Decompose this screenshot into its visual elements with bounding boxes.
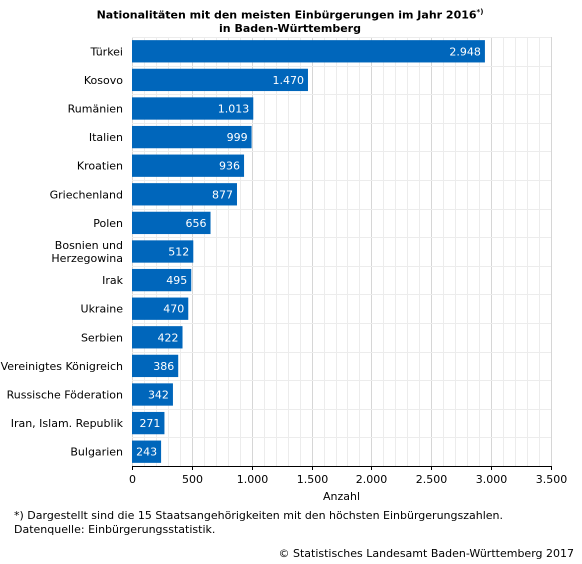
data-label: 1.013 <box>218 103 250 116</box>
bar <box>132 297 189 320</box>
data-label: 936 <box>219 160 240 173</box>
category-label: Ukraine <box>81 303 124 316</box>
category-label: Italien <box>89 131 123 144</box>
x-tick-label: 2.000 <box>356 473 388 486</box>
copyright: © Statistisches Landesamt Baden-Württemb… <box>278 547 574 560</box>
x-tick-label: 1.000 <box>237 473 269 486</box>
category-label: Rumänien <box>68 103 123 116</box>
x-tick-label: 1.500 <box>297 473 329 486</box>
bar <box>132 354 179 378</box>
footnote: *) Dargestellt sind die 15 Staatsangehör… <box>14 509 503 537</box>
data-label: 2.948 <box>449 45 481 58</box>
x-tick-label: 3.000 <box>476 473 508 486</box>
data-label: 342 <box>148 389 169 402</box>
bar <box>132 383 173 406</box>
data-label: 1.470 <box>272 74 304 87</box>
bar <box>132 240 194 263</box>
category-label: Serbien <box>81 331 123 344</box>
x-tick-label: 500 <box>182 473 203 486</box>
bar-chart: 2.948 Türkei 1.470 Kosovo 1.013 Rumänien 999 It… <box>1 37 568 503</box>
title-line-1: Nationalitäten mit den meisten Einbürger… <box>96 8 477 22</box>
data-label: 243 <box>136 446 157 459</box>
bar <box>132 40 485 63</box>
x-tick-label: 2.500 <box>416 473 448 486</box>
footnote-line-2: Datenquelle: Einbürgerungsstatistik. <box>14 523 216 536</box>
data-label: 656 <box>186 217 207 230</box>
data-label: 877 <box>212 188 233 201</box>
bar <box>132 326 183 349</box>
data-label: 271 <box>139 417 160 430</box>
bar <box>132 268 192 292</box>
bar <box>132 68 308 92</box>
chart-title: Nationalitäten mit den meisten Einbürger… <box>90 6 490 35</box>
category-label: Irak <box>102 274 124 287</box>
category-label: Kroatien <box>77 160 123 173</box>
category-label: Bosnien und <box>55 239 123 252</box>
bar <box>132 97 254 120</box>
footnote-line-1: *) Dargestellt sind die 15 Staatsangehör… <box>14 509 504 522</box>
data-label: 386 <box>153 360 174 373</box>
category-label: Griechenland <box>50 188 123 201</box>
category-label: Kosovo <box>84 74 123 87</box>
data-label: 999 <box>227 131 248 144</box>
x-tick-label: 3.500 <box>536 473 568 486</box>
data-label: 470 <box>163 303 184 316</box>
bar <box>132 183 237 206</box>
bar <box>132 211 211 235</box>
title-line-2: in Baden-Württemberg <box>219 21 361 35</box>
category-label: Türkei <box>89 45 123 58</box>
category-label: Polen <box>93 217 123 230</box>
data-label: 422 <box>158 331 179 344</box>
category-label: Iran, Islam. Republik <box>11 417 124 430</box>
title-footnote-marker: *) <box>476 8 484 16</box>
data-label: 495 <box>166 274 187 287</box>
data-label: 512 <box>168 246 189 259</box>
category-label: Bulgarien <box>70 446 123 459</box>
category-label: Herzegowina <box>51 252 123 265</box>
bar <box>132 154 245 177</box>
x-tick-label: 0 <box>129 473 136 486</box>
bar <box>132 440 162 463</box>
x-axis-title: Anzahl <box>323 490 360 503</box>
category-label: Vereinigtes Königreich <box>1 360 123 373</box>
bar <box>132 411 165 435</box>
bar <box>132 125 252 149</box>
category-label: Russische Föderation <box>7 389 123 402</box>
